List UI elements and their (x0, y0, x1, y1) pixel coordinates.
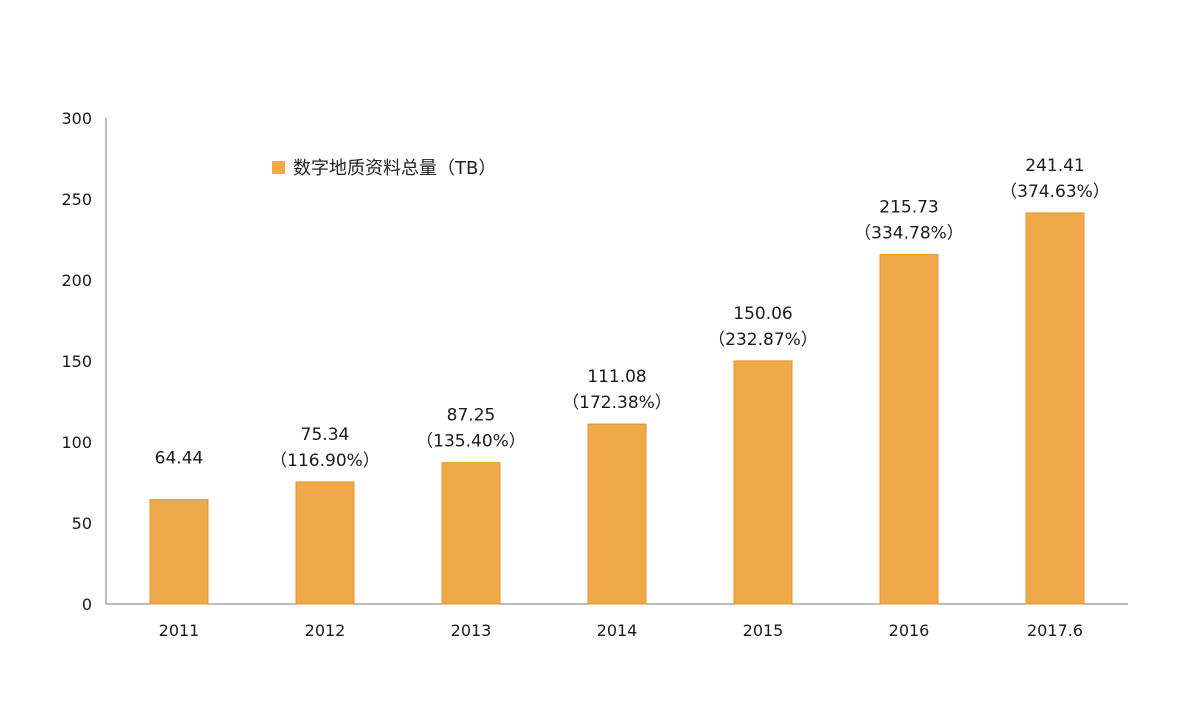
x-tick-label: 2015 (743, 621, 784, 640)
growth-label: （232.87%） (708, 330, 818, 350)
value-label: 64.44 (155, 449, 204, 469)
growth-label: （374.63%） (1000, 182, 1110, 202)
y-tick-label: 0 (82, 595, 92, 614)
value-label: 87.25 (447, 406, 496, 426)
bar (587, 423, 647, 605)
x-tick-label: 2016 (889, 621, 930, 640)
y-axis: 0 50 100 150 200 250 300 (61, 109, 107, 614)
y-tick-label: 200 (61, 271, 92, 290)
x-tick-label: 2011 (159, 621, 200, 640)
growth-label: （116.90%） (270, 451, 380, 471)
bar (149, 499, 209, 605)
legend: 数字地质资料总量（TB） (272, 156, 497, 179)
growth-label: （135.40%） (416, 432, 526, 452)
y-tick-label: 250 (61, 190, 92, 209)
value-label: 150.06 (733, 304, 792, 324)
x-tick-label: 2014 (597, 621, 638, 640)
x-axis: 2011 2012 2013 2014 2015 2016 2017.6 (106, 603, 1128, 640)
bar (295, 481, 355, 605)
bar (879, 254, 939, 605)
x-tick-label: 2012 (305, 621, 346, 640)
data-labels: 64.44 75.34 （116.90%） 87.25 （135.40%） 111.08 （… (155, 156, 1110, 471)
bar (1025, 212, 1085, 605)
bars (149, 212, 1085, 605)
y-tick-label: 300 (61, 109, 92, 128)
growth-label: （172.38%） (562, 393, 672, 413)
value-label: 215.73 (879, 198, 938, 218)
x-tick-label: 2013 (451, 621, 492, 640)
legend-swatch (272, 160, 285, 174)
x-tick-label: 2017.6 (1027, 621, 1083, 640)
growth-label: （334.78%） (854, 224, 964, 244)
y-tick-label: 150 (61, 352, 92, 371)
value-label: 241.41 (1025, 156, 1084, 176)
value-label: 111.08 (587, 367, 646, 387)
value-label: 75.34 (301, 425, 350, 445)
y-tick-label: 100 (61, 433, 92, 452)
bar (733, 360, 793, 605)
legend-label: 数字地质资料总量（TB） (293, 158, 497, 179)
bar (441, 462, 501, 605)
y-tick-label: 50 (72, 514, 92, 533)
